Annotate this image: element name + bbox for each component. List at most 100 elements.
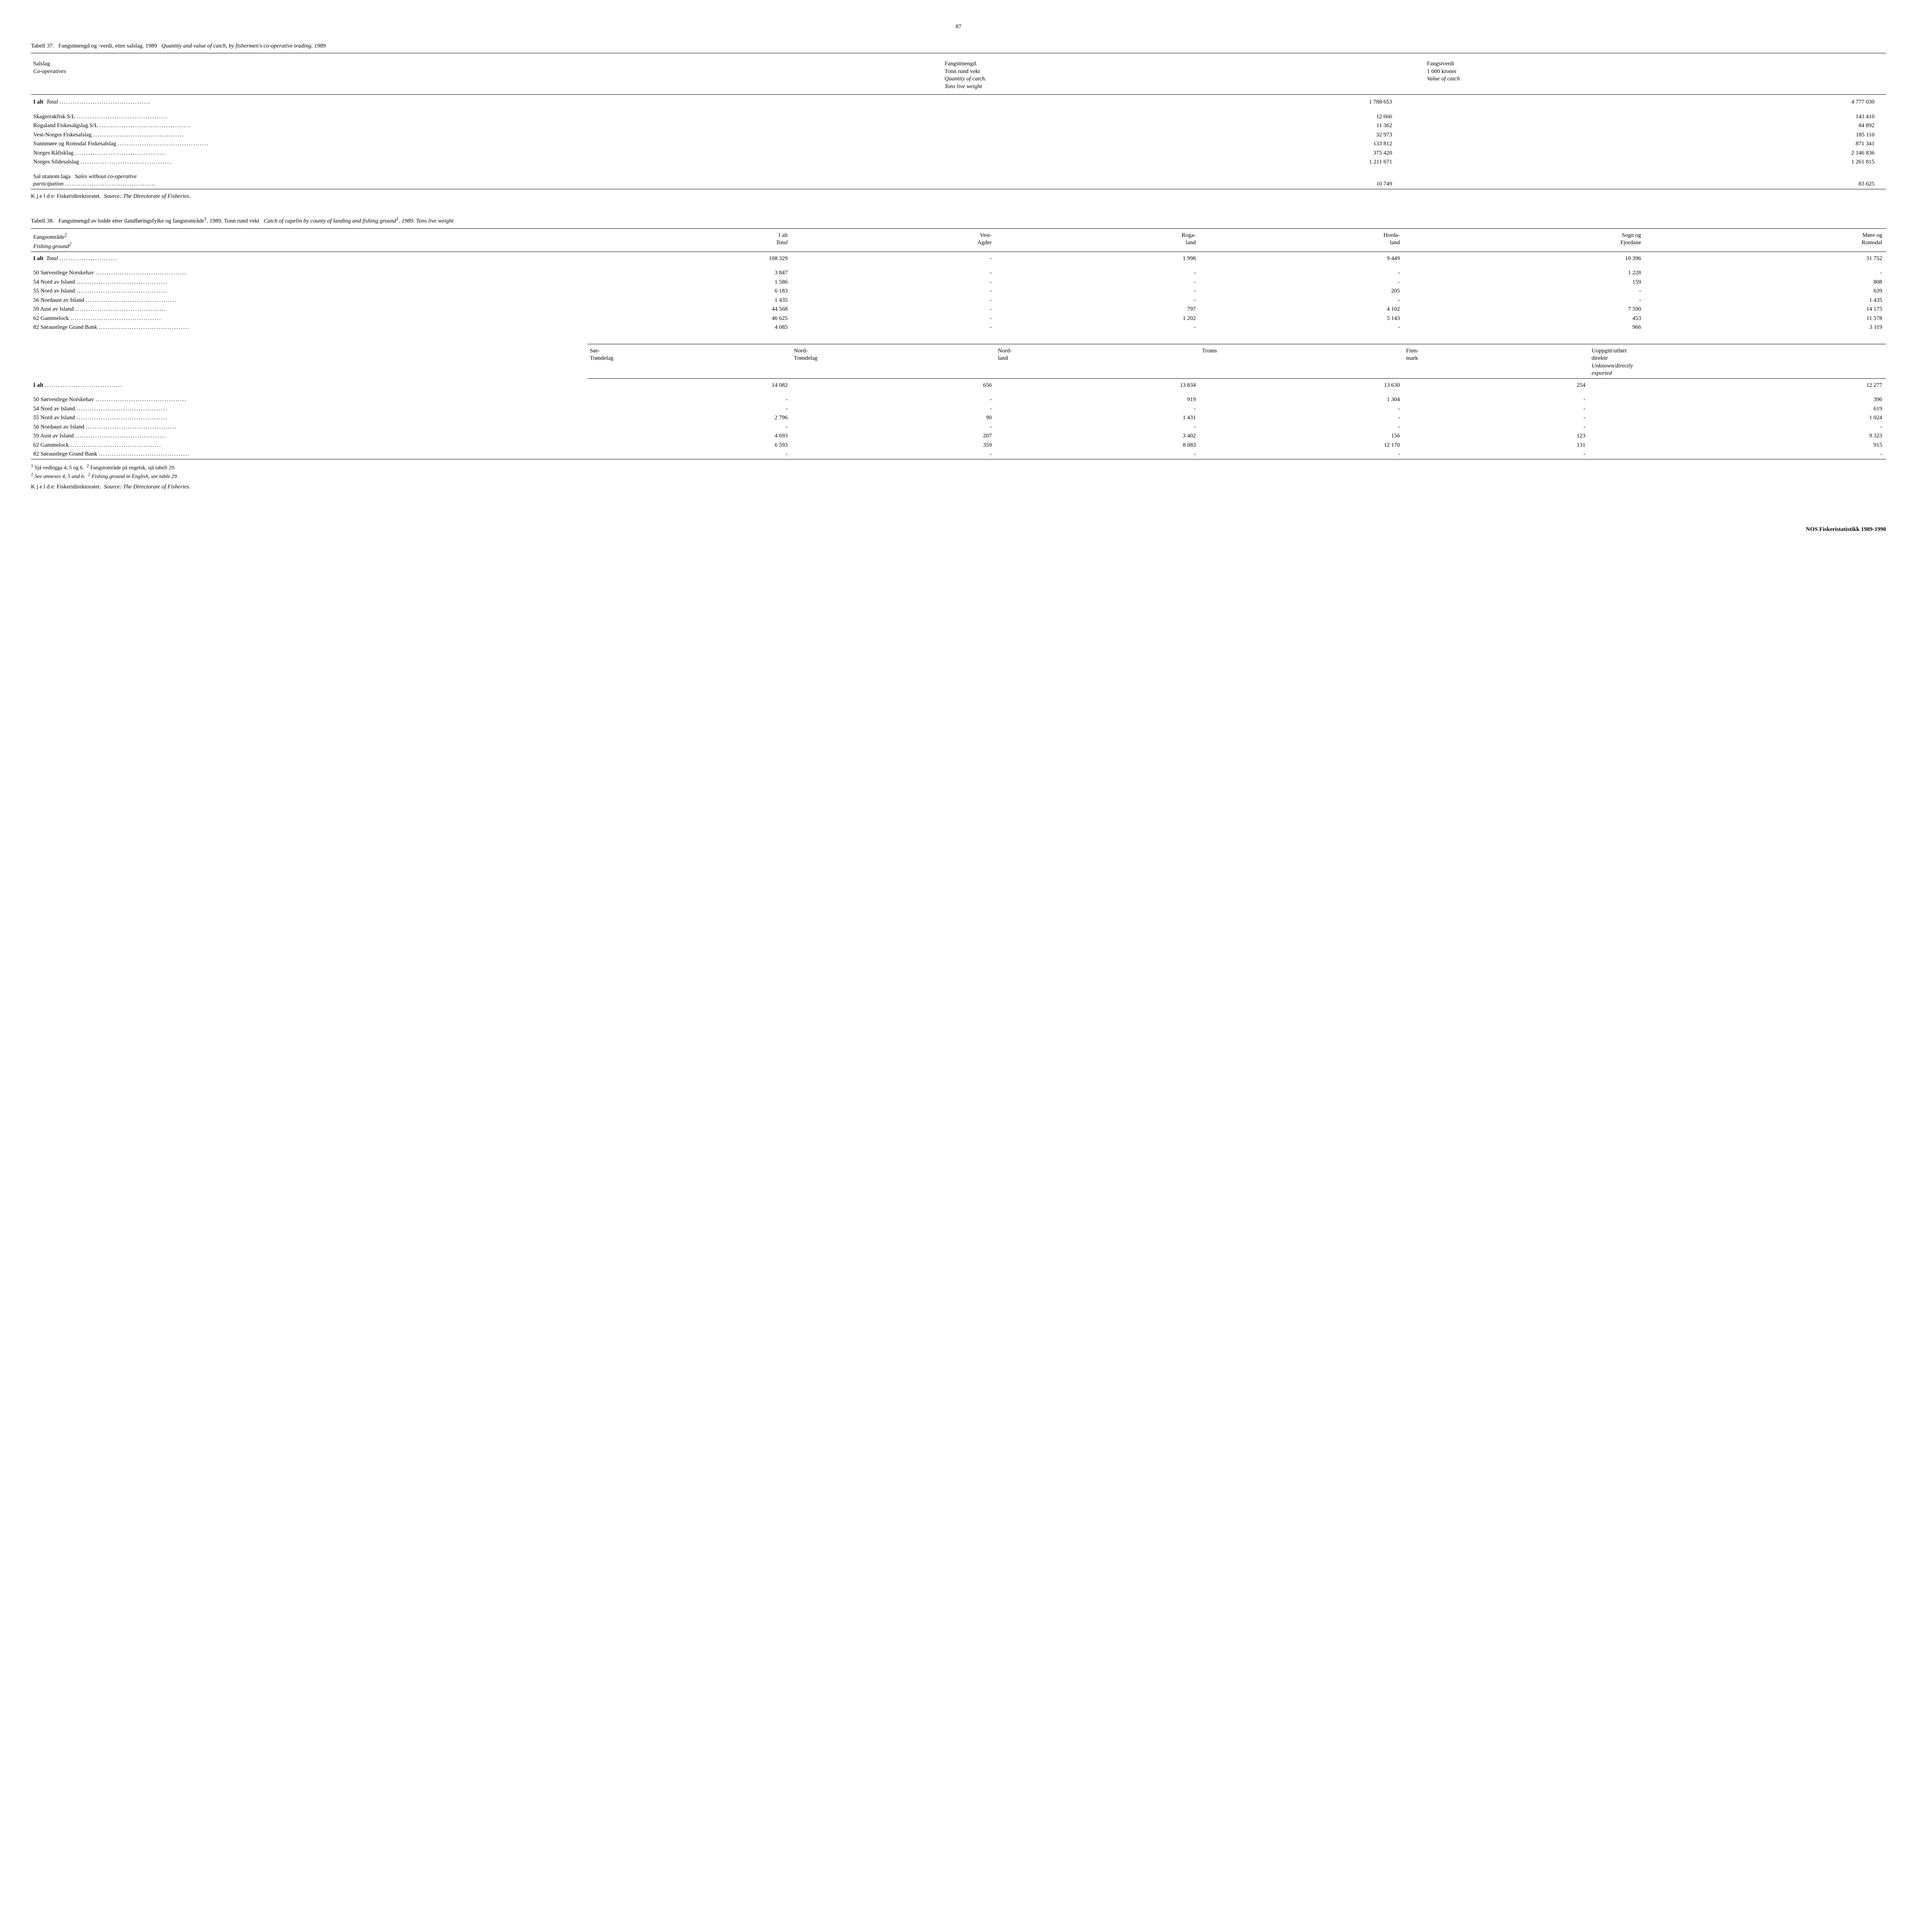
- row-value: 207: [792, 432, 996, 441]
- table-row: Norges Sildesalslag.....................…: [31, 158, 1886, 167]
- row-value: 32 973: [921, 131, 1404, 140]
- row-value: 6 183: [587, 287, 792, 296]
- t37-total-qty: 1 788 653: [921, 98, 1404, 107]
- t37-h-col2-l1: Fangstmengd.: [945, 61, 977, 67]
- row-value: 159: [1404, 278, 1645, 287]
- table-row: 56 Nordaust av Island...................…: [31, 423, 1886, 432]
- dots: ........................................…: [94, 269, 585, 277]
- t38a-total-bold: I alt: [33, 255, 43, 262]
- table-row: 82 Søraustlege Grand Bank...............…: [31, 323, 1886, 332]
- row-value: -: [792, 314, 996, 323]
- row-value: 11 362: [921, 121, 1404, 131]
- row-value: 8 083: [996, 441, 1200, 450]
- row-label: 56 Nordaust av Island: [33, 297, 84, 304]
- row-value: 1 435: [1645, 296, 1886, 305]
- table-row: 50 Sørvestlege Norskehav................…: [31, 269, 1886, 278]
- row-label: Skagerrakfisk S/L: [33, 113, 75, 121]
- t38a-total-it: Total: [46, 255, 58, 262]
- t38b-total-v1: 656: [792, 381, 996, 390]
- table-row: Sunnmøre og Romsdal Fiskesalslag........…: [31, 139, 1886, 149]
- row-value: 375 420: [921, 149, 1404, 158]
- table38a: Fangsområde2 Fishing ground2 I altTotal …: [31, 228, 1886, 332]
- row-value: 966: [1404, 323, 1645, 332]
- t37-sw-l1: Sal utanom laga: [33, 173, 71, 180]
- row-value: 871 341: [1404, 139, 1886, 149]
- dots: ..........................: [58, 255, 585, 263]
- table-row: Skagerrakfisk S/L.......................…: [31, 112, 1886, 122]
- table-row: Norges Råfisklag........................…: [31, 149, 1886, 158]
- table-row: 50 Sørvestlege Norskehav................…: [31, 395, 1886, 405]
- row-value: 1 304: [1200, 395, 1404, 405]
- row-value: 44 568: [587, 305, 792, 314]
- t38b-total-row: I alt ..................................…: [31, 381, 1886, 390]
- row-value: 133 812: [921, 139, 1404, 149]
- row-label: 54 Nord av Island: [33, 405, 75, 413]
- row-value: -: [1404, 395, 1589, 405]
- t38-footnotes: 1 Sjå vedlegga 4, 5 og 6. 2 Fangstområde…: [31, 463, 1886, 481]
- row-value: -: [996, 323, 1200, 332]
- t37-saleswithout-row: Sal utanom laga Sales without co-operati…: [31, 172, 1886, 189]
- row-value: 2 796: [587, 413, 792, 423]
- t38b-total-v4: 254: [1404, 381, 1589, 390]
- row-value: 4 693: [587, 432, 792, 441]
- t38a-total-v0: 108 329: [587, 254, 792, 264]
- t38a-total-v5: 31 752: [1645, 254, 1886, 264]
- t38a-h-c6: Sogn ogFjordane: [1404, 231, 1645, 252]
- row-value: -: [792, 269, 996, 278]
- row-value: 1 202: [996, 314, 1200, 323]
- row-value: -: [1404, 405, 1589, 414]
- row-label: Norges Råfisklag: [33, 150, 73, 157]
- t38-caption-it-b: . 1989. Tons live weight: [399, 218, 454, 224]
- t37-sw-l1it: Sales without co-operative: [75, 173, 137, 180]
- t37-source-no: K j e l d e: Fiskeridirektoratet.: [31, 193, 101, 199]
- dots: ........................................…: [58, 99, 919, 106]
- t38b-h-c2: Nord-Trøndelag: [792, 347, 996, 379]
- t38a-total-v2: 1 998: [996, 254, 1200, 264]
- t38-fn2-no: Fangstområde på engelsk, sjå tabell 29.: [90, 465, 175, 471]
- dots: ........................................…: [73, 150, 919, 157]
- row-value: -: [792, 305, 996, 314]
- t38-caption-prefix: Tabell 38.: [31, 218, 54, 224]
- t38b-h-c3: Nord-land: [996, 347, 1200, 379]
- row-value: -: [1200, 405, 1404, 414]
- t38b-total-v0: 14 082: [587, 381, 792, 390]
- table-row: 62 Gammelock............................…: [31, 314, 1886, 323]
- table37: Salslag Co-operatives Fangstmengd. Tonn …: [31, 53, 1886, 191]
- t38b-h-c5: Finn-mark: [1404, 347, 1589, 379]
- dots: ........................................…: [74, 306, 585, 313]
- table-row: 54 Nord av Island.......................…: [31, 278, 1886, 287]
- row-label: Sunnmøre og Romsdal Fiskesalslag: [33, 140, 116, 148]
- row-value: 919: [996, 395, 1200, 405]
- t38a-h-col1: Fangsområde2 Fishing ground2: [31, 231, 587, 252]
- t37-h-col3: Fangstverdi 1 000 kroner Value of catch: [1404, 56, 1886, 95]
- t38a-h-col1-sup: 2: [65, 232, 67, 238]
- row-label: 50 Sørvestlege Norskehav: [33, 396, 94, 404]
- footer-publication: NOS Fiskeristatistikk 1989-1990: [31, 526, 1886, 534]
- t37-sw-qty: 10 749: [921, 172, 1404, 189]
- row-label: 54 Nord av Island: [33, 279, 75, 286]
- row-value: 156: [1200, 432, 1404, 441]
- row-label: 55 Nord av Island: [33, 414, 75, 422]
- dots: ........................................…: [84, 297, 585, 304]
- row-value: 7 590: [1404, 305, 1645, 314]
- row-value: -: [1404, 450, 1589, 459]
- row-value: 797: [996, 305, 1200, 314]
- table37-caption: Tabell 37. Fangstmengd og -verdi, etter …: [31, 43, 1886, 50]
- t37-source: K j e l d e: Fiskeridirektoratet. Source…: [31, 193, 1886, 201]
- dots: ........................................…: [69, 315, 585, 323]
- row-value: -: [792, 395, 996, 405]
- dots: ...................................: [43, 382, 585, 389]
- t37-h-col1-l2: Co-operatives: [33, 68, 66, 75]
- table-row: 56 Nordaust av Island...................…: [31, 296, 1886, 305]
- table-row: 62 Gammelock............................…: [31, 441, 1886, 450]
- row-value: 1 211 671: [921, 158, 1404, 167]
- t37-h-col2: Fangstmengd. Tonn rund vekt Quantity of …: [921, 56, 1404, 95]
- row-value: -: [792, 323, 996, 332]
- row-value: 1 586: [587, 278, 792, 287]
- dots: ........................................…: [75, 414, 585, 422]
- row-label: Rogaland Fiskesalgslag S/L: [33, 122, 98, 130]
- row-value: -: [1645, 269, 1886, 278]
- row-value: 1 261 815: [1404, 158, 1886, 167]
- t37-sw-l2: participation: [33, 180, 63, 188]
- t37-h-col1: Salslag Co-operatives: [31, 56, 921, 95]
